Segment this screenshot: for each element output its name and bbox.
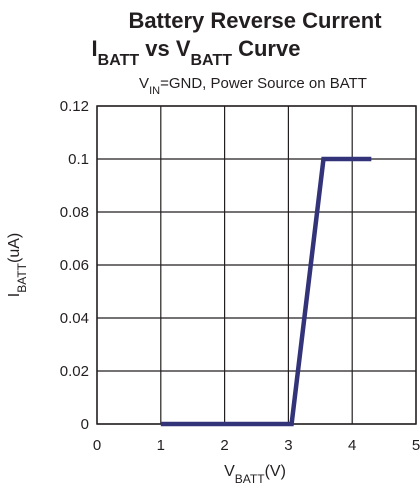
x-axis-label: VBATT(V)	[224, 463, 286, 486]
text-part: (uA)	[6, 233, 23, 263]
chart-subtitle: VIN=GND, Power Source on BATT	[139, 75, 367, 97]
y-axis-label: IBATT(uA)	[6, 233, 29, 297]
x-tick-label: 1	[157, 437, 165, 454]
text-part: =GND, Power Source on BATT	[160, 75, 367, 92]
text-part: I	[92, 36, 98, 61]
y-tick-label: 0	[81, 416, 89, 433]
x-tick-label: 2	[220, 437, 228, 454]
subscript: BATT	[235, 472, 265, 486]
data-line	[160, 156, 372, 427]
text-part: V	[139, 75, 149, 92]
chart-title: Battery Reverse Current	[128, 8, 382, 33]
text-part: Curve	[232, 36, 300, 61]
y-tick-label: 0.12	[60, 98, 89, 115]
text-part: (V)	[265, 463, 286, 480]
chart-title: IBATT vs VBATT Curve	[92, 36, 301, 69]
subscript: IN	[149, 85, 160, 97]
text-part: V	[224, 463, 235, 480]
x-tick-label: 4	[348, 437, 356, 454]
text-part: vs V	[139, 36, 191, 61]
y-tick-label: 0.04	[60, 310, 89, 327]
x-tick-label: 5	[412, 437, 420, 454]
subscript: BATT	[15, 262, 29, 292]
y-tick-label: 0.08	[60, 204, 89, 221]
text-part: I	[6, 293, 23, 297]
subscript: BATT	[98, 52, 140, 69]
subscript: BATT	[191, 52, 233, 69]
y-tick-label: 0.1	[68, 151, 89, 168]
y-tick-label: 0.06	[60, 257, 89, 274]
x-tick-label: 0	[93, 437, 101, 454]
y-tick-label: 0.02	[60, 363, 89, 380]
x-tick-label: 3	[284, 437, 292, 454]
